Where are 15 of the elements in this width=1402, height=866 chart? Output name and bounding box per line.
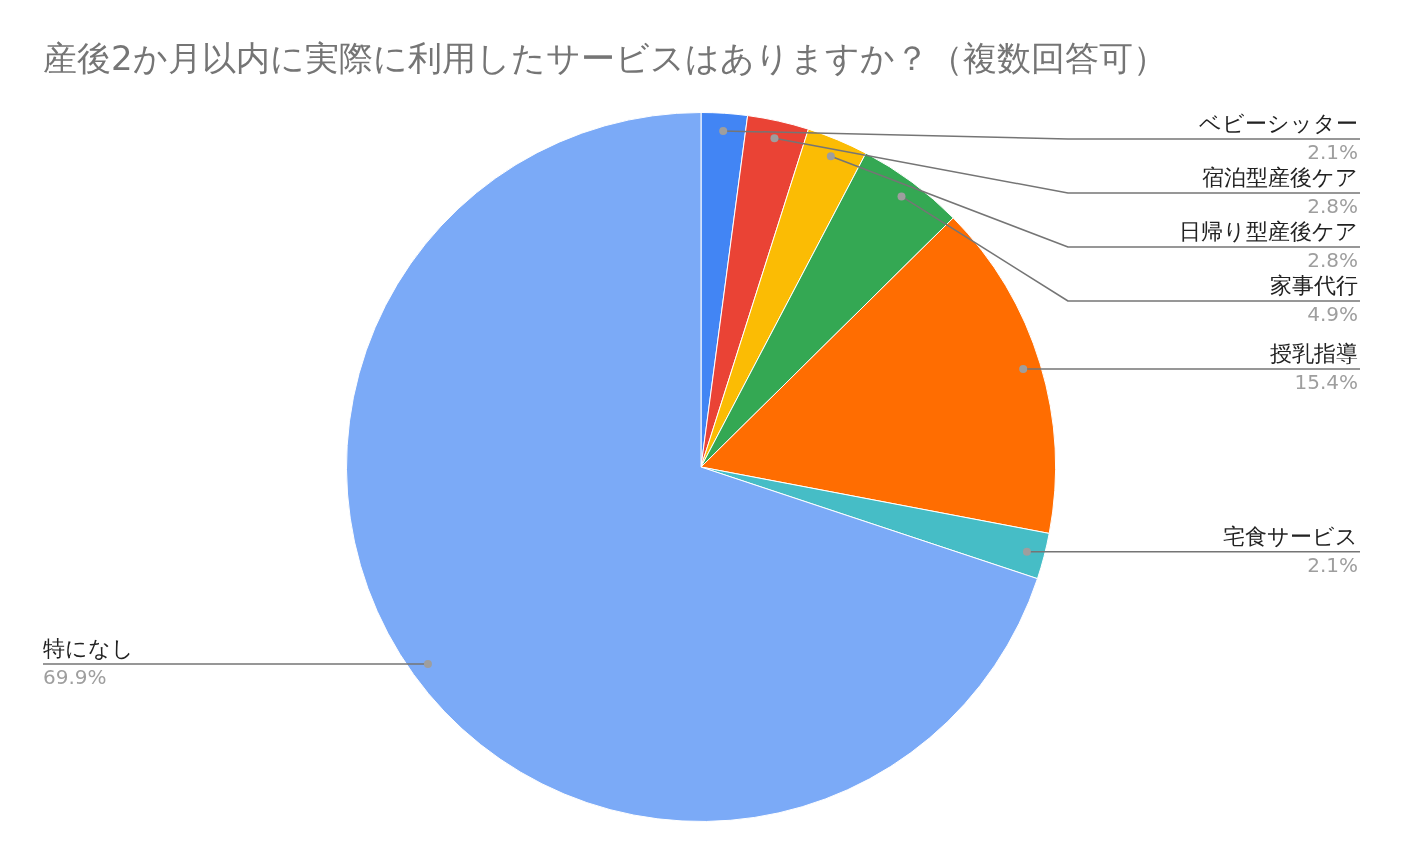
chart-title: 産後2か月以内に実際に利用したサービスはありますか？（複数回答可） bbox=[43, 37, 1167, 80]
slice-label: 宅食サービス bbox=[1223, 523, 1358, 549]
slice-label: 家事代行 bbox=[1270, 273, 1358, 298]
data-label: 2.1% bbox=[1307, 552, 1358, 577]
data-label: 69.9% bbox=[43, 665, 107, 690]
data-label: 2.8% bbox=[1307, 194, 1358, 219]
data-label: 4.9% bbox=[1307, 302, 1358, 327]
data-label: 15.4% bbox=[1294, 370, 1358, 395]
slice-label: 授乳指導 bbox=[1270, 340, 1358, 366]
data-label: 2.8% bbox=[1307, 248, 1358, 273]
slice-label: ベビーシッター bbox=[1199, 111, 1358, 136]
slice-label: 特になし bbox=[43, 636, 134, 662]
slice-label: 宿泊型産後ケア bbox=[1202, 165, 1358, 190]
data-label: 2.1% bbox=[1307, 140, 1358, 165]
slice-label: 日帰り型産後ケア bbox=[1179, 219, 1358, 244]
